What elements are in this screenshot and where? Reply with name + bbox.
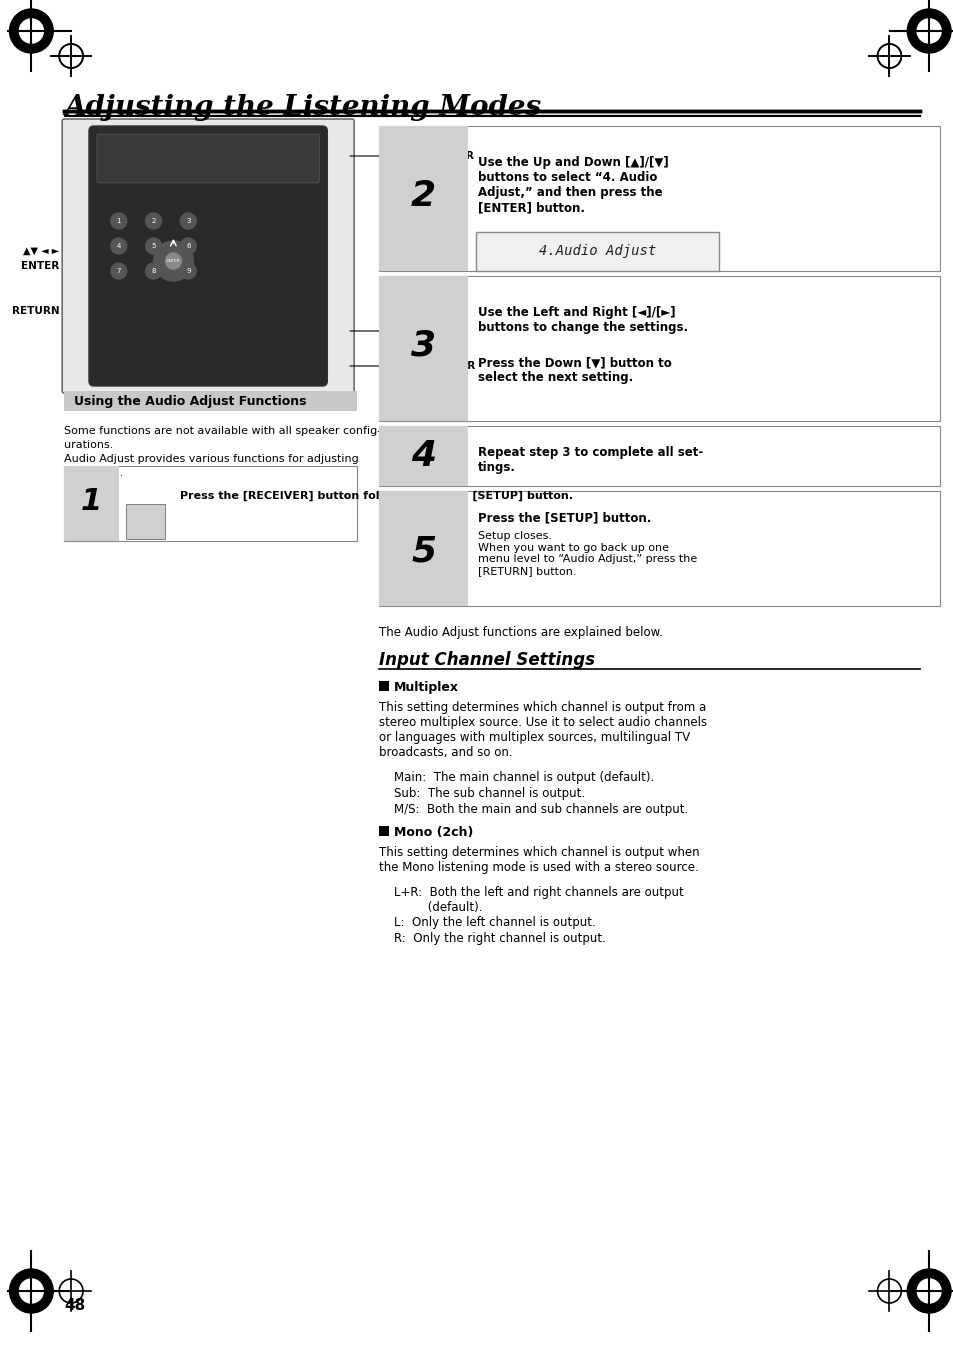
Text: Repeat step 3 to complete all set-
tings.: Repeat step 3 to complete all set- tings… <box>477 446 702 474</box>
Bar <box>378 490 468 607</box>
Text: CINE FLTR: CINE FLTR <box>416 361 475 372</box>
Text: 2: 2 <box>152 218 155 224</box>
Bar <box>378 276 468 422</box>
FancyBboxPatch shape <box>62 119 354 393</box>
Text: Press the Down [▼] button to
select the next setting.: Press the Down [▼] button to select the … <box>477 357 671 384</box>
Circle shape <box>146 238 161 254</box>
Text: This setting determines which channel is output from a
stereo multiplex source. : This setting determines which channel is… <box>378 701 706 759</box>
Circle shape <box>146 213 161 230</box>
Text: Press the [RECEIVER] button fol- lowed by the [SETUP] button.: Press the [RECEIVER] button fol- lowed b… <box>180 490 573 501</box>
Text: 1: 1 <box>80 486 101 516</box>
Text: 5: 5 <box>152 243 155 249</box>
Bar <box>378 426 468 486</box>
Circle shape <box>180 263 196 280</box>
Circle shape <box>180 238 196 254</box>
Text: Use the Up and Down [▲]/[▼]
buttons to select “4. Audio
Adjust,” and then press : Use the Up and Down [▲]/[▼] buttons to s… <box>477 155 668 213</box>
FancyBboxPatch shape <box>89 126 327 386</box>
Circle shape <box>111 263 127 280</box>
Bar <box>378 681 389 690</box>
Text: 4: 4 <box>411 439 436 473</box>
Text: Sub:  The sub channel is output.: Sub: The sub channel is output. <box>394 788 584 800</box>
Text: Main:  The main channel is output (default).: Main: The main channel is output (defaul… <box>394 771 654 784</box>
Circle shape <box>906 1269 950 1313</box>
FancyBboxPatch shape <box>97 134 319 182</box>
Text: M/S:  Both the main and sub channels are output.: M/S: Both the main and sub channels are … <box>394 802 687 816</box>
Bar <box>126 504 165 539</box>
Circle shape <box>10 9 53 53</box>
Text: The Audio Adjust functions are explained below.: The Audio Adjust functions are explained… <box>378 626 662 639</box>
Text: Using the Audio Adjust Functions: Using the Audio Adjust Functions <box>74 394 306 408</box>
Bar <box>378 126 939 272</box>
Text: SETUP: SETUP <box>416 326 455 336</box>
Text: R:  Only the right channel is output.: R: Only the right channel is output. <box>394 932 605 944</box>
Text: L:  Only the left channel is output.: L: Only the left channel is output. <box>394 916 595 929</box>
Circle shape <box>111 213 127 230</box>
Text: Some functions are not available with all speaker config-: Some functions are not available with al… <box>64 426 381 436</box>
FancyBboxPatch shape <box>476 232 718 272</box>
Circle shape <box>180 213 196 230</box>
Text: 2: 2 <box>411 178 436 213</box>
Bar <box>378 126 468 272</box>
Circle shape <box>111 238 127 254</box>
Text: ENTER: ENTER <box>21 261 59 272</box>
Text: 6: 6 <box>186 243 191 249</box>
Circle shape <box>19 1279 43 1302</box>
Text: 48: 48 <box>64 1298 86 1313</box>
Circle shape <box>916 1279 940 1302</box>
Text: 7: 7 <box>116 267 121 274</box>
FancyBboxPatch shape <box>64 390 356 411</box>
Text: 5: 5 <box>411 534 436 567</box>
Text: ENTER: ENTER <box>167 259 180 263</box>
Text: RETURN: RETURN <box>11 305 59 316</box>
Text: L+R:  Both the left and right channels are output
         (default).: L+R: Both the left and right channels ar… <box>394 886 683 915</box>
Text: 4.Audio Adjust: 4.Audio Adjust <box>538 245 656 258</box>
Text: This setting determines which channel is output when
the Mono listening mode is : This setting determines which channel is… <box>378 846 699 874</box>
Text: Input Channel Settings: Input Channel Settings <box>378 651 595 669</box>
Bar <box>378 825 389 836</box>
Circle shape <box>906 9 950 53</box>
Circle shape <box>916 19 941 43</box>
Circle shape <box>146 263 161 280</box>
Text: Audio Adjust provides various functions for adjusting: Audio Adjust provides various functions … <box>64 454 358 463</box>
Text: Mono (2ch): Mono (2ch) <box>394 825 473 839</box>
Text: 8: 8 <box>152 267 155 274</box>
Text: RECEIVER: RECEIVER <box>416 151 473 161</box>
Bar <box>64 466 119 540</box>
Circle shape <box>19 19 43 43</box>
Text: L NIGHT: L NIGHT <box>416 376 463 386</box>
Text: 3: 3 <box>411 330 436 363</box>
Text: 4: 4 <box>116 243 121 249</box>
Bar <box>378 426 939 486</box>
Text: 3: 3 <box>186 218 191 224</box>
Text: ▲▼ ◄ ►: ▲▼ ◄ ► <box>23 246 59 255</box>
Circle shape <box>10 1269 53 1313</box>
Bar <box>378 276 939 422</box>
Text: Use the Left and Right [◄]/[►]
buttons to change the settings.: Use the Left and Right [◄]/[►] buttons t… <box>477 305 688 334</box>
Text: 1: 1 <box>116 218 121 224</box>
Circle shape <box>153 240 193 281</box>
Text: Press the [SETUP] button.: Press the [SETUP] button. <box>477 511 651 524</box>
Text: Adjusting the Listening Modes: Adjusting the Listening Modes <box>64 95 540 122</box>
FancyBboxPatch shape <box>64 466 356 540</box>
Text: urations.: urations. <box>64 440 113 450</box>
Circle shape <box>165 253 181 269</box>
Text: 9: 9 <box>186 267 191 274</box>
Text: Multiplex: Multiplex <box>394 681 458 694</box>
Text: Setup closes.
When you want to go back up one
menu level to “Audio Adjust,” pres: Setup closes. When you want to go back u… <box>477 531 697 576</box>
Bar <box>378 490 939 607</box>
Text: the sound.: the sound. <box>64 467 123 478</box>
